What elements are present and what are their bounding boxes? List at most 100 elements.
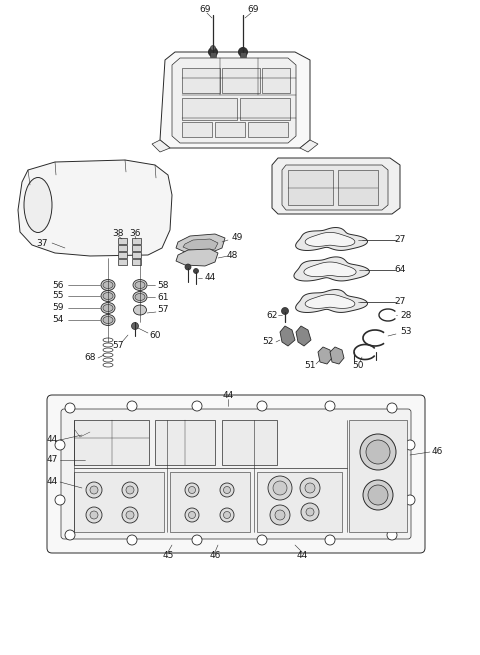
Circle shape — [90, 511, 98, 519]
Circle shape — [127, 401, 137, 411]
Text: 45: 45 — [162, 552, 174, 561]
Polygon shape — [18, 160, 172, 256]
Bar — [262, 68, 290, 93]
Polygon shape — [183, 239, 218, 251]
Bar — [222, 420, 277, 465]
Circle shape — [224, 512, 230, 519]
Text: 56: 56 — [52, 280, 64, 290]
Circle shape — [86, 507, 102, 523]
Circle shape — [132, 322, 139, 329]
Circle shape — [257, 535, 267, 545]
Circle shape — [300, 478, 320, 498]
Circle shape — [360, 434, 396, 470]
Text: 44: 44 — [47, 477, 58, 487]
Bar — [74, 420, 149, 465]
Circle shape — [126, 486, 134, 494]
Circle shape — [405, 440, 415, 450]
Text: 51: 51 — [304, 360, 316, 369]
Circle shape — [55, 440, 65, 450]
Circle shape — [405, 495, 415, 505]
Ellipse shape — [101, 280, 115, 291]
Text: 53: 53 — [400, 328, 411, 337]
Ellipse shape — [103, 316, 113, 324]
Text: 59: 59 — [52, 303, 64, 312]
Bar — [118, 252, 127, 258]
Text: 50: 50 — [352, 360, 364, 369]
Polygon shape — [296, 326, 311, 346]
Circle shape — [65, 403, 75, 413]
Text: 27: 27 — [394, 297, 406, 307]
Circle shape — [211, 45, 216, 50]
Circle shape — [127, 535, 137, 545]
Circle shape — [387, 403, 397, 413]
Circle shape — [270, 505, 290, 525]
Text: 62: 62 — [266, 310, 278, 320]
FancyBboxPatch shape — [61, 409, 411, 539]
FancyBboxPatch shape — [47, 395, 425, 553]
Ellipse shape — [103, 282, 113, 288]
Bar — [118, 245, 127, 251]
Polygon shape — [280, 326, 295, 346]
Circle shape — [268, 476, 292, 500]
Text: 46: 46 — [209, 552, 221, 561]
Circle shape — [220, 508, 234, 522]
Bar — [240, 52, 246, 57]
Circle shape — [126, 511, 134, 519]
Text: 27: 27 — [394, 236, 406, 244]
Polygon shape — [296, 290, 368, 312]
Text: 49: 49 — [231, 233, 243, 242]
Text: 69: 69 — [199, 5, 211, 14]
Text: 54: 54 — [52, 316, 64, 324]
Text: 28: 28 — [400, 310, 411, 320]
Circle shape — [122, 482, 138, 498]
Circle shape — [306, 508, 314, 516]
Polygon shape — [282, 165, 388, 210]
Ellipse shape — [133, 280, 147, 291]
Polygon shape — [305, 294, 355, 309]
Ellipse shape — [103, 293, 113, 299]
Circle shape — [55, 495, 65, 505]
Polygon shape — [318, 347, 332, 364]
Text: 57: 57 — [112, 341, 124, 350]
Polygon shape — [330, 347, 344, 364]
Bar — [222, 68, 260, 93]
Text: 58: 58 — [157, 280, 169, 290]
Ellipse shape — [103, 305, 113, 312]
Bar — [182, 98, 237, 120]
Circle shape — [273, 481, 287, 495]
Circle shape — [208, 48, 217, 56]
Text: 48: 48 — [226, 250, 238, 259]
Ellipse shape — [135, 282, 145, 288]
Bar — [132, 238, 141, 244]
Bar — [170, 472, 250, 532]
Polygon shape — [294, 257, 370, 281]
Circle shape — [363, 480, 393, 510]
Polygon shape — [300, 140, 318, 152]
Polygon shape — [176, 234, 225, 253]
Bar — [288, 170, 333, 205]
Circle shape — [185, 483, 199, 497]
Circle shape — [305, 483, 315, 493]
Text: 44: 44 — [296, 552, 308, 561]
Text: 61: 61 — [157, 293, 169, 301]
Circle shape — [90, 486, 98, 494]
Circle shape — [189, 512, 195, 519]
Ellipse shape — [133, 291, 147, 303]
Text: 37: 37 — [36, 238, 48, 248]
Circle shape — [193, 269, 199, 274]
Polygon shape — [152, 140, 170, 152]
Text: 47: 47 — [46, 455, 58, 464]
Text: 52: 52 — [262, 337, 274, 346]
Ellipse shape — [101, 303, 115, 314]
Bar — [182, 122, 212, 137]
Text: 38: 38 — [112, 229, 124, 238]
Text: 36: 36 — [129, 229, 141, 238]
Text: 44: 44 — [222, 392, 234, 400]
Bar — [132, 252, 141, 258]
Bar — [118, 238, 127, 244]
Circle shape — [301, 503, 319, 521]
Circle shape — [281, 307, 288, 314]
Bar — [118, 259, 127, 265]
Circle shape — [220, 483, 234, 497]
Circle shape — [185, 508, 199, 522]
